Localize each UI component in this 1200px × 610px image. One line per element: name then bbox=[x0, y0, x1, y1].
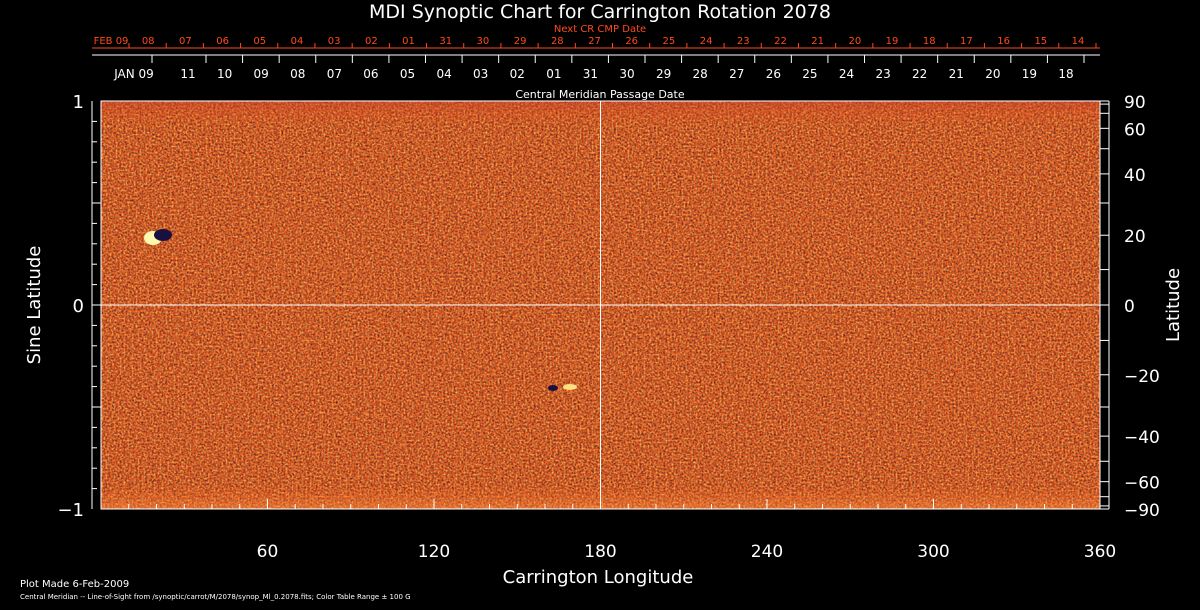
cmp-date-label: 01 bbox=[546, 67, 561, 81]
next-cr-date-label: 06 bbox=[216, 36, 229, 47]
active-region bbox=[144, 229, 577, 391]
cmp-date-label: 20 bbox=[985, 67, 1000, 81]
x-tick-label: 180 bbox=[584, 542, 616, 562]
cmp-date-label: 27 bbox=[729, 67, 744, 81]
next-cr-date-label: 04 bbox=[291, 36, 304, 47]
next-cr-date-label: 19 bbox=[886, 36, 899, 47]
cmp-date-label: JAN 09 bbox=[113, 67, 154, 81]
cmp-date-label: 11 bbox=[180, 67, 195, 81]
cmp-date-label: 03 bbox=[473, 67, 488, 81]
next-cr-date-label: 27 bbox=[588, 36, 601, 47]
cmp-date-label: 06 bbox=[363, 67, 378, 81]
x-tick-label: 360 bbox=[1084, 542, 1116, 562]
next-cr-date-label: 03 bbox=[328, 36, 341, 47]
y-tick-label-left: 0 bbox=[73, 296, 84, 317]
y-axis-title-left: Sine Latitude bbox=[24, 246, 45, 365]
next-cr-date-label: 29 bbox=[514, 36, 527, 47]
next-cr-date-label: 17 bbox=[960, 36, 973, 47]
y-tick-label-left: 1 bbox=[73, 92, 84, 113]
next-cr-date-label: 21 bbox=[811, 36, 824, 47]
x-tick-label: 240 bbox=[751, 542, 783, 562]
y-tick-label-right: 40 bbox=[1124, 166, 1146, 186]
y-tick-label-right: 20 bbox=[1124, 227, 1146, 247]
next-cr-date-label: 14 bbox=[1072, 36, 1085, 47]
y-tick-label-right: 90 bbox=[1124, 93, 1146, 113]
cmp-date-label: 07 bbox=[327, 67, 342, 81]
cmp-date-label: 21 bbox=[949, 67, 964, 81]
cmp-date-label: 04 bbox=[436, 67, 451, 81]
cmp-date-label: 22 bbox=[912, 67, 927, 81]
cmp-date-label: 08 bbox=[290, 67, 305, 81]
chart-title: MDI Synoptic Chart for Carrington Rotati… bbox=[369, 1, 831, 23]
cmp-date-label: 10 bbox=[217, 67, 232, 81]
y-tick-label-right: −20 bbox=[1124, 367, 1160, 387]
next-cr-date-label: 26 bbox=[625, 36, 638, 47]
active-region-plage bbox=[563, 384, 577, 390]
cmp-date-label: 09 bbox=[254, 67, 269, 81]
next-cr-date-label: 30 bbox=[477, 36, 490, 47]
cmp-date-label: 26 bbox=[766, 67, 781, 81]
next-cr-date-label: 24 bbox=[700, 36, 713, 47]
y-tick-label-right: −40 bbox=[1124, 428, 1160, 448]
y-tick-label-right: −90 bbox=[1124, 501, 1160, 521]
next-cr-date-label: FEB 09 bbox=[94, 36, 129, 47]
next-cr-date-label: 28 bbox=[551, 36, 564, 47]
next-cr-date-label: 08 bbox=[142, 36, 155, 47]
x-tick-label: 120 bbox=[418, 542, 450, 562]
y-tick-label-right: 0 bbox=[1124, 297, 1135, 317]
cmp-date-label: 18 bbox=[1058, 67, 1073, 81]
cmp-date-label: 25 bbox=[802, 67, 817, 81]
cmp-date-label: 05 bbox=[400, 67, 415, 81]
next-cr-date-label: 02 bbox=[365, 36, 378, 47]
next-cr-date-label: 20 bbox=[848, 36, 861, 47]
active-region-spot bbox=[548, 385, 558, 391]
next-cr-date-label: 07 bbox=[179, 36, 192, 47]
grid-lines bbox=[101, 101, 1100, 509]
cmp-date-label: 31 bbox=[583, 67, 598, 81]
plot-made-label: Plot Made 6-Feb-2009 bbox=[20, 579, 130, 590]
next-cr-date-label: 01 bbox=[402, 36, 415, 47]
axes: 60 120 180 240 300 36010−1906040200−20−40−60−… bbox=[57, 36, 1159, 562]
cmp-date-label: 24 bbox=[839, 67, 854, 81]
y-tick-label-right: −60 bbox=[1124, 474, 1160, 494]
next-cr-axis-label: Next CR CMP Date bbox=[554, 24, 646, 35]
next-cr-date-label: 05 bbox=[253, 36, 266, 47]
next-cr-date-label: 18 bbox=[923, 36, 936, 47]
cmp-date-label: 19 bbox=[1022, 67, 1037, 81]
next-cr-date-label: 23 bbox=[737, 36, 750, 47]
cmp-date-label: 02 bbox=[510, 67, 525, 81]
cmp-date-label: 30 bbox=[619, 67, 634, 81]
next-cr-date-label: 22 bbox=[774, 36, 787, 47]
next-cr-date-label: 15 bbox=[1034, 36, 1047, 47]
y-tick-label-right: 60 bbox=[1124, 120, 1146, 140]
active-region-negative-polarity bbox=[154, 229, 172, 241]
cmp-date-label: 23 bbox=[875, 67, 890, 81]
cmp-date-label: 28 bbox=[693, 67, 708, 81]
cmp-axis-label: Central Meridian Passage Date bbox=[515, 88, 684, 101]
y-tick-label-left: −1 bbox=[57, 500, 84, 521]
x-tick-label: 60 bbox=[257, 542, 279, 562]
x-tick-label: 300 bbox=[917, 542, 949, 562]
next-cr-date-label: 25 bbox=[663, 36, 676, 47]
next-cr-date-label: 16 bbox=[997, 36, 1010, 47]
cmp-date-label: 29 bbox=[656, 67, 671, 81]
next-cr-date-label: 31 bbox=[439, 36, 452, 47]
footer-note: Central Meridian -- Line-of-Sight from /… bbox=[20, 593, 411, 601]
y-axis-title-right: Latitude bbox=[1163, 268, 1184, 342]
x-axis-title: Carrington Longitude bbox=[503, 567, 694, 588]
